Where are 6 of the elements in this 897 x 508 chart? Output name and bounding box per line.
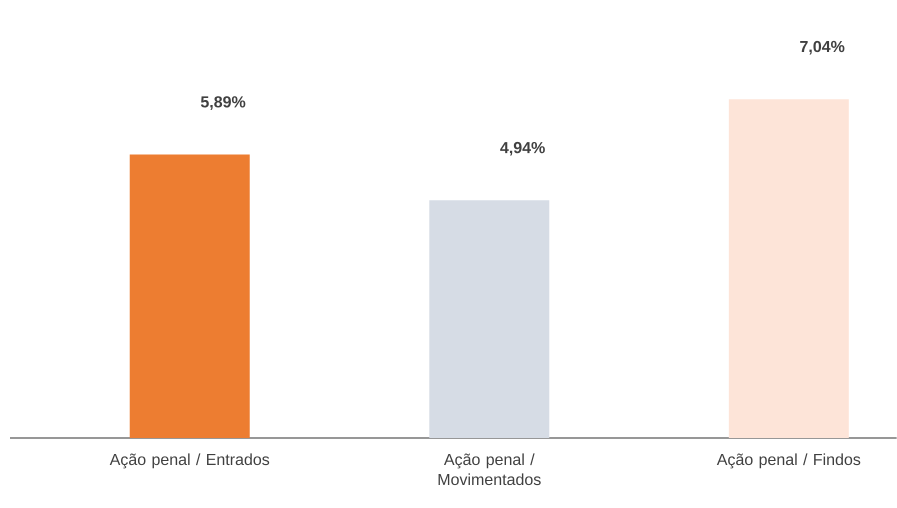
x-tick-label: Ação penal / Entrados	[110, 453, 270, 468]
data-label: 7,04%	[800, 40, 844, 54]
x-tick-label: Ação penal / Movimentados	[438, 453, 541, 486]
x-tick-label: Ação penal / Findos	[716, 453, 860, 468]
data-label: 4,94%	[500, 142, 545, 156]
data-label: 5,89%	[200, 96, 246, 110]
